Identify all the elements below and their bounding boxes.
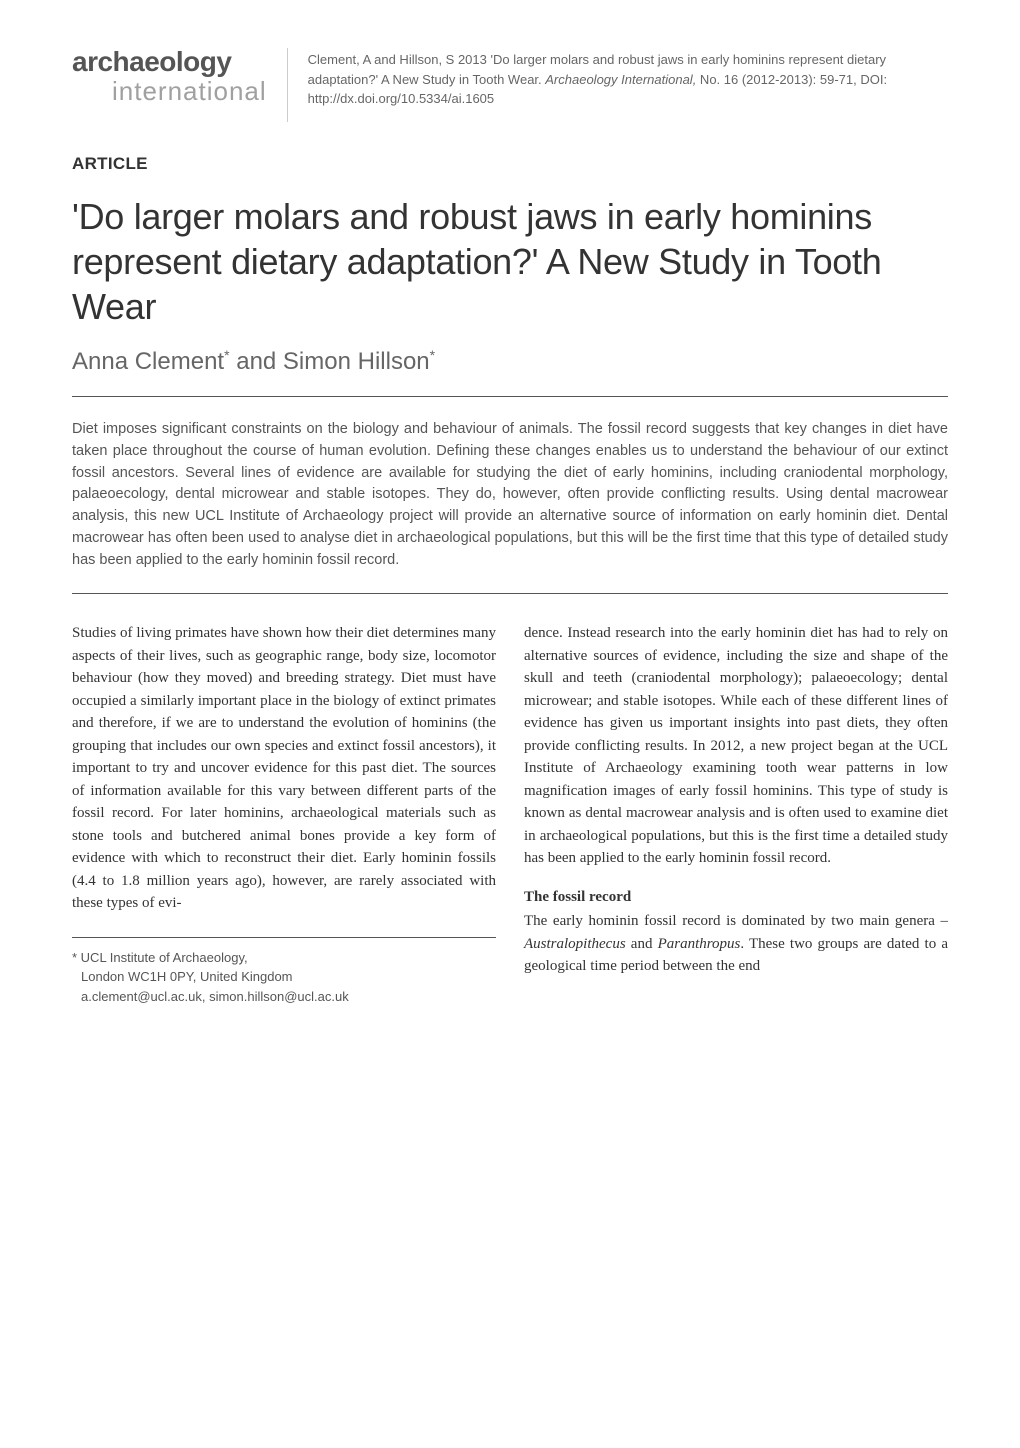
body-columns: Studies of living primates have shown ho…	[72, 622, 948, 1006]
authors: Anna Clement* and Simon Hillson*	[72, 347, 948, 376]
genus-name: Paranthropus	[658, 936, 741, 952]
paragraph: Studies of living primates have shown ho…	[72, 622, 496, 915]
text: and	[626, 936, 658, 952]
vertical-divider	[287, 48, 288, 122]
footnote-rule	[72, 937, 496, 938]
column-right: dence. Instead research into the early h…	[524, 622, 948, 1006]
article-title: 'Do larger molars and robust jaws in ear…	[72, 194, 948, 329]
footnote-affiliation: * UCL Institute of Archaeology,	[72, 948, 496, 968]
footnote-address: London WC1H 0PY, United Kingdom	[81, 967, 496, 987]
genus-name: Australopithecus	[524, 936, 626, 952]
paragraph: dence. Instead research into the early h…	[524, 622, 948, 870]
header: archaeology international Clement, A and…	[72, 48, 948, 122]
logo-word-bottom: international	[112, 78, 267, 104]
journal-logo: archaeology international	[72, 48, 267, 104]
citation-journal: Archaeology International,	[545, 72, 696, 87]
rule-bottom	[72, 593, 948, 594]
text: The early hominin fossil record is domin…	[524, 913, 948, 929]
article-label: ARTICLE	[72, 154, 948, 174]
section-heading: The fossil record	[524, 886, 948, 909]
column-left: Studies of living primates have shown ho…	[72, 622, 496, 1006]
paragraph: The early hominin fossil record is domin…	[524, 910, 948, 978]
logo-word-top: archaeology	[72, 48, 267, 76]
abstract: Diet imposes significant constraints on …	[72, 397, 948, 593]
page-container: archaeology international Clement, A and…	[0, 0, 1020, 1054]
citation-text: Clement, A and Hillson, S 2013 'Do large…	[308, 52, 887, 106]
footnote-block: * UCL Institute of Archaeology, London W…	[72, 948, 496, 1007]
citation-block: Clement, A and Hillson, S 2013 'Do large…	[308, 48, 948, 109]
footnote-emails: a.clement@ucl.ac.uk, simon.hillson@ucl.a…	[81, 987, 496, 1007]
